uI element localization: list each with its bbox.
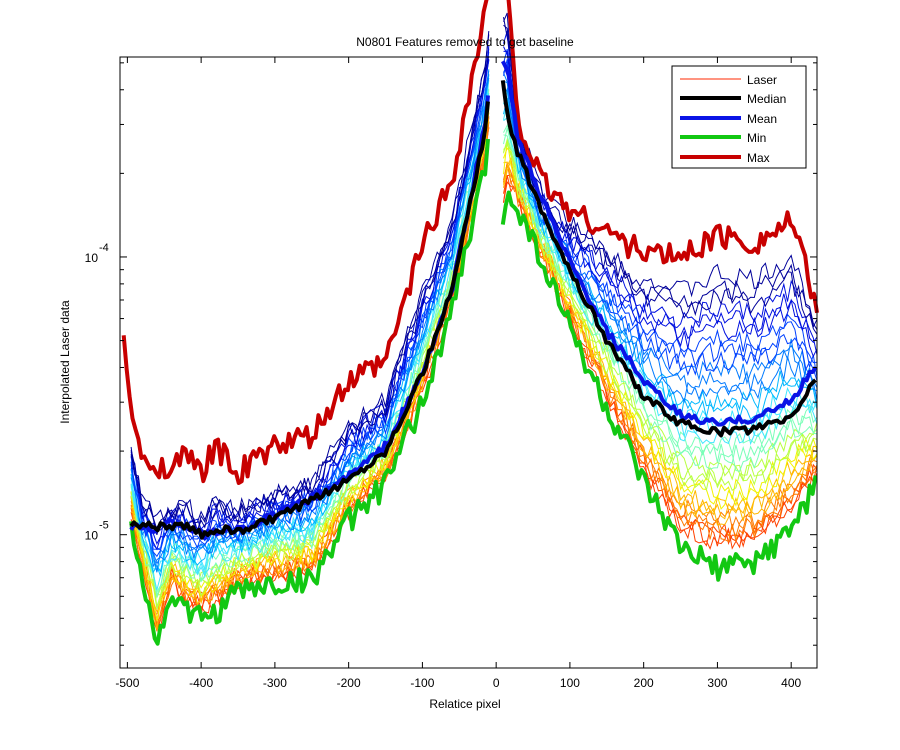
y-tick-label: 10 [85,251,99,265]
series-max-line [121,0,819,485]
x-tick-label: -200 [337,676,361,690]
plot-frame [119,56,818,669]
legend: Laser Median Mean Min Max [671,65,807,169]
y-axis-label: Interpolated Laser data [58,300,72,424]
x-tick-label: -500 [115,676,139,690]
y-tick-exponent: -5 [99,520,109,532]
legend-label-laser: Laser [747,73,777,87]
series-median-line [129,80,817,540]
legend-label-max: Max [747,151,770,165]
x-axis-label: Relatice pixel [429,697,500,711]
x-tick-label: -300 [263,676,287,690]
laser-line [130,51,818,551]
laser-line [130,12,818,524]
x-tick-label: 400 [781,676,801,690]
stat-lines-group [121,0,819,646]
x-tick-label: 0 [493,676,500,690]
x-tick-label: -400 [189,676,213,690]
laser-line [130,69,818,573]
x-tick-label: 300 [707,676,727,690]
y-axis: 10-310-410-5 [85,62,817,646]
legend-label-min: Min [747,131,766,145]
legend-label-mean: Mean [747,112,777,126]
series-min-line [129,138,818,646]
x-tick-label: -100 [410,676,434,690]
x-tick-label: 100 [560,676,580,690]
y-tick-exponent: -4 [99,242,109,254]
x-axis: -500 -400 -300 -200 -100 0 100 200 300 400 [115,57,802,690]
y-tick-label: 10 [85,529,99,543]
chart-title: N0801 Features removed to get baseline [356,35,574,49]
x-tick-label: 200 [634,676,654,690]
legend-label-median: Median [747,92,786,106]
